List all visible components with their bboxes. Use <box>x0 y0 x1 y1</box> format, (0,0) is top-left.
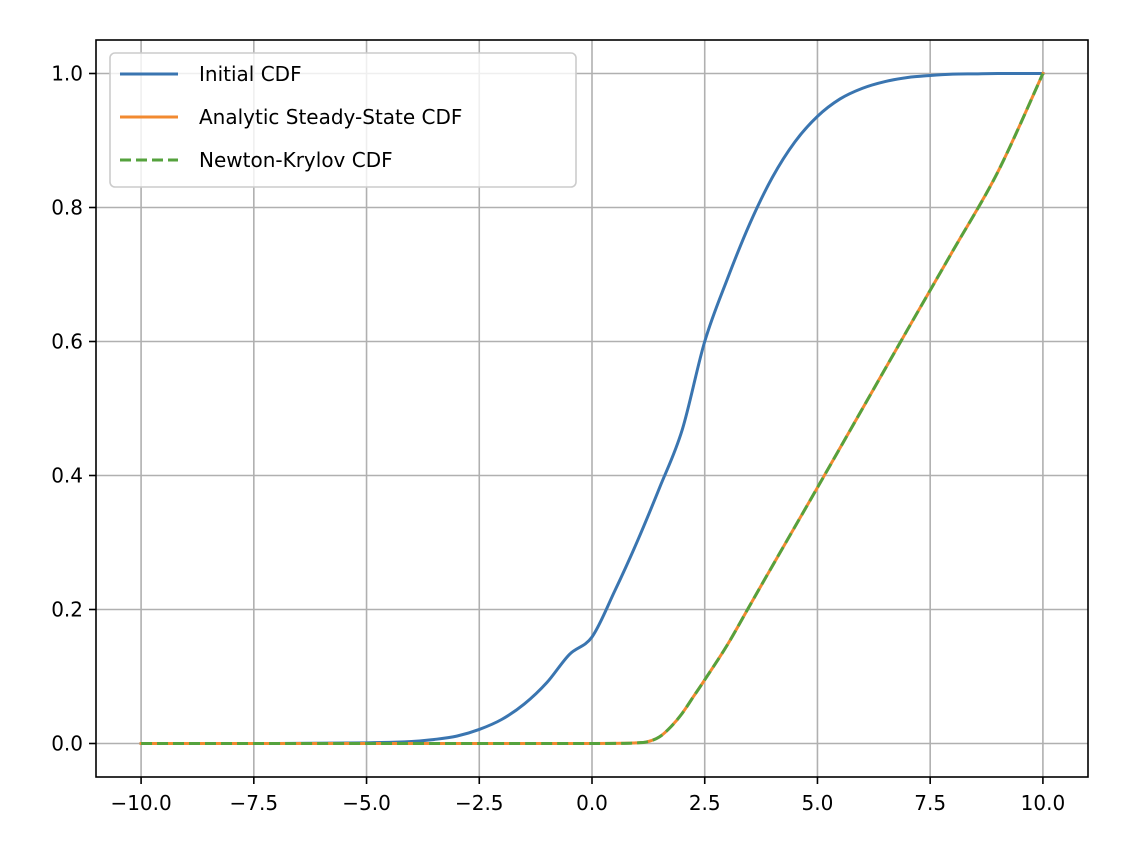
y-tick-label: 0.0 <box>51 732 83 756</box>
x-tick-label: 5.0 <box>802 791 834 815</box>
x-tick-label: 0.0 <box>576 791 608 815</box>
x-tick-label: −2.5 <box>455 791 504 815</box>
series-line-3 <box>141 72 1045 746</box>
y-tick-label: 0.8 <box>51 196 83 220</box>
series-group <box>139 71 1045 746</box>
y-tick-label: 0.6 <box>51 330 83 354</box>
x-tick-label: 7.5 <box>914 791 946 815</box>
legend-label: Newton-Krylov CDF <box>199 148 393 172</box>
x-tick-label: −7.5 <box>230 791 279 815</box>
legend-box <box>109 52 577 188</box>
x-tick-label: −10.0 <box>110 791 171 815</box>
y-tick-label: 0.4 <box>51 464 83 488</box>
series-line-1 <box>139 71 1045 746</box>
legend: Initial CDF Analytic Steady-State CDF Newt… <box>109 52 577 188</box>
y-tick-label: 0.2 <box>51 598 83 622</box>
legend-label: Initial CDF <box>199 62 302 86</box>
y-tick-label: 1.0 <box>51 62 83 86</box>
x-tick-label: 10.0 <box>1021 791 1066 815</box>
axis-ticks: −10.0 −7.5 −5.0 −2.5 0.0 2.5 5.0 7.5 10.0 0.0 0.2 0… <box>51 62 1065 816</box>
x-tick-label: −5.0 <box>342 791 391 815</box>
x-tick-label: 2.5 <box>689 791 721 815</box>
legend-label: Analytic Steady-State CDF <box>199 105 462 129</box>
